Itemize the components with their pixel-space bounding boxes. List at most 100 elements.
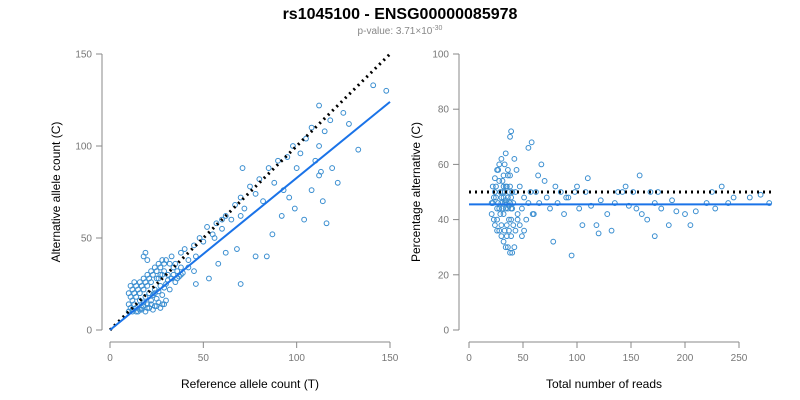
left-data-point bbox=[321, 128, 328, 135]
left-data-point bbox=[151, 264, 158, 271]
right-data-point bbox=[718, 183, 725, 190]
right-data-point bbox=[496, 161, 503, 168]
right-x-tick-label: 100 bbox=[569, 353, 586, 364]
right-data-point bbox=[511, 155, 518, 162]
right-data-point bbox=[496, 227, 503, 234]
left-data-point bbox=[334, 179, 341, 186]
right-data-point bbox=[508, 216, 515, 223]
right-data-point bbox=[506, 216, 512, 223]
left-data-point bbox=[148, 268, 154, 275]
left-data-point bbox=[144, 271, 151, 278]
right-data-point bbox=[504, 167, 511, 173]
left-data-point bbox=[159, 257, 166, 263]
right-data-point bbox=[593, 222, 600, 229]
left-y-tick-label: 0 bbox=[86, 326, 92, 337]
right-data-point bbox=[500, 172, 507, 179]
right-data-point bbox=[597, 197, 604, 204]
right-data-point bbox=[492, 222, 498, 229]
left-data-point bbox=[185, 257, 192, 263]
left-y-axis-label: Alternative allele count (C) bbox=[49, 122, 63, 263]
right-x-tick-label: 200 bbox=[677, 353, 694, 364]
right-data-point bbox=[513, 167, 520, 173]
right-data-point bbox=[576, 205, 583, 212]
right-data-point bbox=[494, 205, 500, 212]
left-fit-line bbox=[109, 101, 391, 331]
right-data-point bbox=[638, 211, 645, 217]
right-data-point bbox=[574, 183, 580, 190]
left-data-point bbox=[151, 290, 158, 297]
subtitle-exponent: -30 bbox=[432, 25, 442, 32]
right-data-point bbox=[547, 205, 553, 212]
left-data-point bbox=[290, 143, 296, 149]
left-data-point bbox=[340, 109, 347, 116]
left-y-tick-label: 100 bbox=[75, 142, 92, 153]
right-data-point bbox=[507, 249, 513, 256]
left-x-axis-label: Reference allele count (T) bbox=[181, 377, 319, 391]
left-data-point bbox=[211, 235, 218, 241]
left-data-point bbox=[168, 253, 175, 260]
left-data-point bbox=[323, 220, 330, 227]
left-data-point bbox=[370, 82, 377, 89]
right-data-point bbox=[509, 249, 516, 256]
left-data-point bbox=[192, 281, 199, 287]
right-data-point bbox=[508, 233, 515, 240]
right-data-point bbox=[519, 205, 525, 212]
right-data-point bbox=[514, 211, 521, 217]
right-data-point bbox=[508, 128, 515, 135]
left-x-tick-label: 150 bbox=[382, 353, 399, 364]
left-data-point bbox=[355, 146, 362, 153]
left-data-point bbox=[308, 187, 315, 194]
right-data-point bbox=[507, 200, 513, 206]
right-data-point bbox=[494, 167, 500, 173]
left-x-tick-label: 50 bbox=[198, 353, 210, 364]
right-data-point bbox=[682, 211, 688, 217]
left-data-point bbox=[144, 305, 151, 311]
left-data-point bbox=[155, 260, 162, 267]
right-data-point bbox=[535, 172, 542, 179]
right-data-point bbox=[508, 205, 515, 212]
left-data-point bbox=[346, 121, 352, 127]
left-data-point bbox=[166, 260, 173, 267]
right-data-point bbox=[608, 227, 615, 234]
left-data-point bbox=[293, 165, 300, 171]
left-data-point bbox=[308, 124, 315, 131]
right-data-point bbox=[498, 222, 505, 229]
left-data-point bbox=[159, 301, 166, 308]
right-data-point bbox=[746, 194, 753, 201]
right-data-point bbox=[494, 216, 500, 223]
right-data-point bbox=[625, 202, 632, 209]
right-y-tick-label: 60 bbox=[438, 160, 450, 171]
right-y-axis-label: Percentage alternative (C) bbox=[409, 122, 423, 262]
left-data-point bbox=[191, 268, 197, 275]
right-data-point bbox=[510, 222, 517, 229]
left-scatter-panel: 0 50 100 150 0 50 100 150 Reference allele count… bbox=[49, 50, 399, 392]
left-data-point bbox=[222, 213, 229, 219]
right-y-tick-label: 80 bbox=[438, 105, 450, 116]
right-data-point bbox=[712, 205, 719, 212]
left-data-point bbox=[228, 216, 235, 223]
left-data-point bbox=[204, 224, 210, 230]
right-data-point bbox=[503, 222, 510, 229]
left-data-point bbox=[329, 165, 336, 171]
right-data-point bbox=[509, 189, 516, 195]
left-data-point bbox=[148, 297, 154, 304]
left-data-point bbox=[291, 205, 298, 212]
left-data-point bbox=[159, 292, 166, 298]
right-data-point bbox=[495, 200, 502, 206]
left-data-point bbox=[275, 157, 281, 164]
left-data-point bbox=[161, 268, 168, 275]
left-data-point bbox=[278, 213, 285, 219]
right-y-tick-label: 100 bbox=[432, 50, 449, 61]
left-data-point bbox=[215, 260, 222, 267]
right-data-point bbox=[504, 205, 511, 212]
left-data-point bbox=[151, 303, 158, 309]
right-data-point bbox=[568, 252, 575, 259]
right-data-point bbox=[527, 189, 534, 195]
left-data-point bbox=[178, 264, 184, 271]
subtitle-text: p-value: 3.71×10 bbox=[358, 26, 433, 37]
left-data-point bbox=[140, 275, 147, 282]
left-data-point bbox=[316, 172, 322, 179]
right-data-point bbox=[494, 227, 500, 234]
left-data-point bbox=[260, 198, 266, 205]
left-data-point bbox=[206, 275, 212, 282]
